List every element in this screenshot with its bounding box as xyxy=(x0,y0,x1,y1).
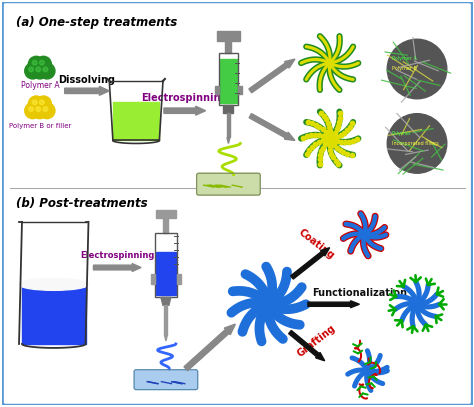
Text: Polymer A: Polymer A xyxy=(20,81,59,90)
Polygon shape xyxy=(291,248,330,279)
Bar xyxy=(219,53,238,105)
Circle shape xyxy=(36,96,51,112)
Polygon shape xyxy=(289,330,325,361)
FancyBboxPatch shape xyxy=(134,370,198,389)
Bar xyxy=(156,210,176,218)
Polygon shape xyxy=(164,335,167,341)
Circle shape xyxy=(43,67,48,72)
Text: Grafting: Grafting xyxy=(295,323,337,359)
Ellipse shape xyxy=(19,278,89,290)
Circle shape xyxy=(25,63,41,79)
Polygon shape xyxy=(164,106,206,115)
Circle shape xyxy=(25,103,41,118)
Circle shape xyxy=(36,56,51,72)
Text: Incorporated fillers: Incorporated fillers xyxy=(392,141,438,146)
Circle shape xyxy=(28,56,44,72)
Bar xyxy=(164,218,168,233)
Bar xyxy=(238,86,242,94)
Text: Functionalization: Functionalization xyxy=(312,288,407,298)
Circle shape xyxy=(39,103,55,118)
Text: Electrospinning: Electrospinning xyxy=(80,251,155,260)
Polygon shape xyxy=(113,102,159,140)
Text: (a) One-step treatments: (a) One-step treatments xyxy=(16,16,177,29)
Bar xyxy=(156,252,176,295)
Bar xyxy=(177,274,181,284)
Circle shape xyxy=(39,100,44,105)
Text: (b) Post-treatments: (b) Post-treatments xyxy=(16,197,148,210)
Polygon shape xyxy=(227,138,230,143)
Circle shape xyxy=(28,96,44,112)
Polygon shape xyxy=(64,86,109,95)
Polygon shape xyxy=(93,264,141,271)
Polygon shape xyxy=(161,297,171,305)
Bar xyxy=(219,59,237,103)
Text: Electrospinning: Electrospinning xyxy=(142,93,228,103)
Text: Coating: Coating xyxy=(297,228,337,262)
Polygon shape xyxy=(249,114,295,140)
Bar xyxy=(155,233,177,297)
Text: Polymer: Polymer xyxy=(392,131,412,136)
Bar xyxy=(227,113,230,138)
Polygon shape xyxy=(249,59,295,93)
Circle shape xyxy=(32,100,37,105)
Circle shape xyxy=(36,67,41,72)
Bar xyxy=(151,274,155,284)
Circle shape xyxy=(32,63,48,79)
Bar xyxy=(215,86,219,94)
FancyBboxPatch shape xyxy=(197,173,260,195)
Polygon shape xyxy=(308,301,359,308)
Circle shape xyxy=(32,103,48,118)
Circle shape xyxy=(36,107,41,112)
Bar xyxy=(223,105,233,113)
Bar xyxy=(164,305,167,335)
Circle shape xyxy=(29,67,34,72)
Polygon shape xyxy=(22,284,85,344)
Text: Polymer B or filler: Polymer B or filler xyxy=(9,123,71,129)
Circle shape xyxy=(39,63,55,79)
Circle shape xyxy=(43,107,48,112)
Circle shape xyxy=(39,60,44,65)
Circle shape xyxy=(32,60,37,65)
Bar xyxy=(217,31,240,41)
Circle shape xyxy=(387,114,447,173)
Text: Dissolving: Dissolving xyxy=(58,75,115,85)
Polygon shape xyxy=(184,324,236,371)
Bar xyxy=(226,41,231,53)
Text: Polymer B: Polymer B xyxy=(392,66,417,72)
Circle shape xyxy=(387,39,447,99)
Circle shape xyxy=(29,107,34,112)
Text: Polymer A: Polymer A xyxy=(392,56,417,61)
Bar xyxy=(155,233,177,297)
Bar xyxy=(219,53,238,105)
